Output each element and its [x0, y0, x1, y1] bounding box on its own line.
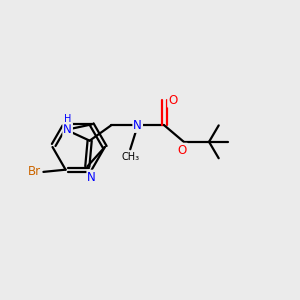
Text: H: H — [64, 113, 71, 124]
Text: O: O — [168, 94, 177, 107]
Text: N: N — [63, 123, 72, 136]
Text: N: N — [87, 171, 96, 184]
Text: Br: Br — [28, 165, 41, 178]
Text: CH₃: CH₃ — [121, 152, 139, 162]
Text: N: N — [133, 119, 142, 132]
Text: O: O — [178, 144, 187, 157]
